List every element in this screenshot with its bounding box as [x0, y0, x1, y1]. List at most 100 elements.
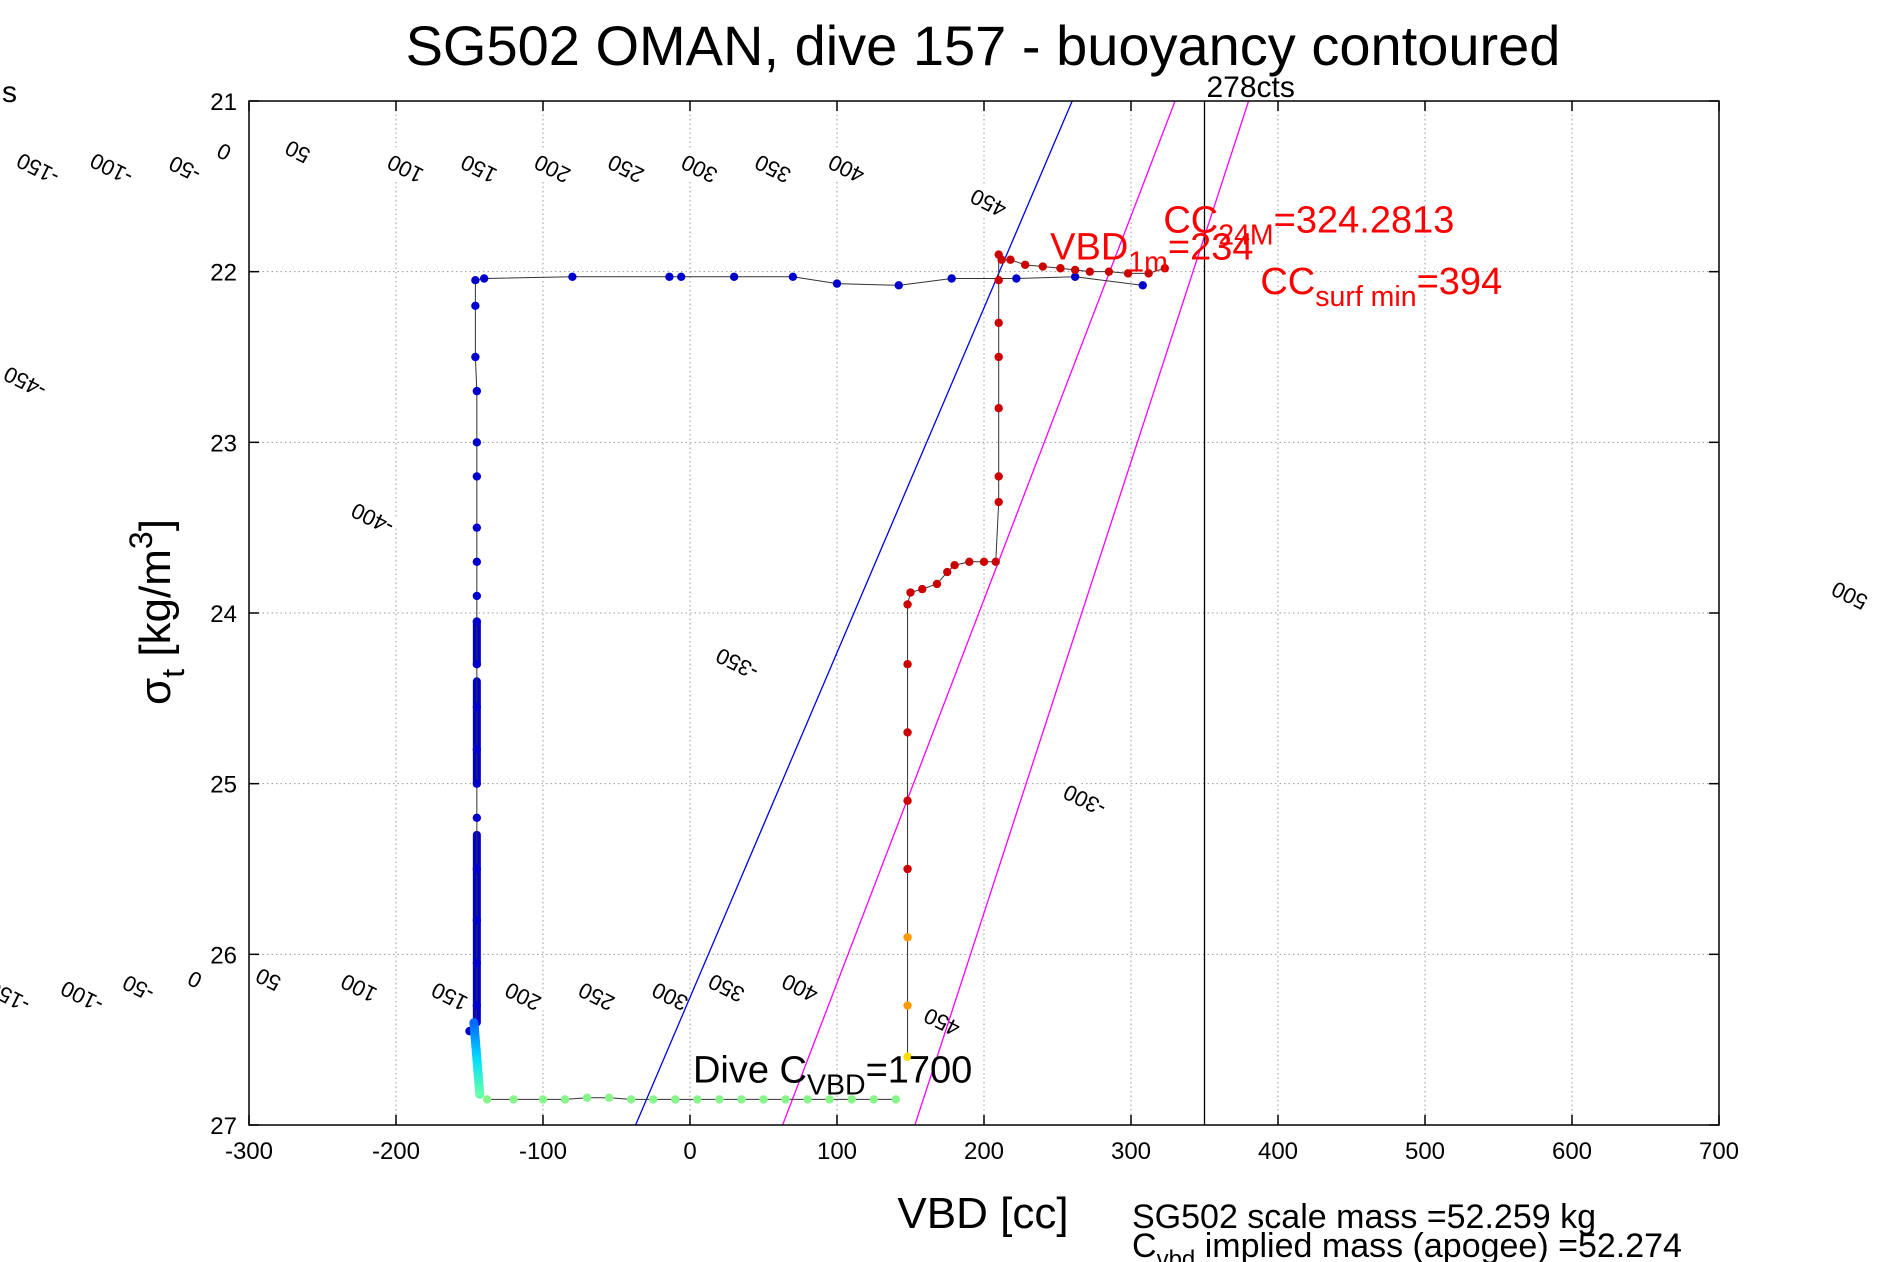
x-tick-label: 100 [817, 1138, 857, 1165]
contour-label-bg [196, 129, 252, 175]
y-axis-label-close: ] [131, 519, 180, 531]
data-point-climb [950, 561, 959, 570]
implied-mass-label: Cvbd implied mass (apogee) =52.274 [1132, 1227, 1682, 1262]
dive-cvbd-annotation-main: Dive C [693, 1049, 807, 1091]
implied-mass-main: C [1132, 1227, 1157, 1262]
data-point-climb [1085, 267, 1095, 276]
y-tick-label: 24 [210, 601, 237, 628]
y-tick-label: 25 [210, 772, 237, 799]
cc-annotation-value: =324.2813 [1274, 199, 1455, 241]
data-point-dive-descent [472, 617, 482, 626]
cc-surf-annotation: CCsurf min=394 [1260, 261, 1502, 313]
cc-surf-annotation-sub: surf min [1315, 281, 1416, 313]
x-axis-label: VBD [cc] [897, 1189, 1068, 1238]
contour-label-bg [772, 966, 827, 1011]
data-point-dive-bottom [693, 1095, 702, 1104]
data-point-climb [1144, 269, 1153, 278]
data-point-dive-descent [472, 660, 482, 669]
x-tick-label: 300 [1111, 1138, 1151, 1165]
plot-area: -500-450-400-350-300-250-200-150-100-500… [0, 71, 1877, 1165]
data-point-climb [997, 255, 1006, 264]
vbd-annotation-main: VBD [1050, 227, 1128, 269]
contour-label-bg [495, 974, 551, 1020]
data-point-dive-descent [788, 272, 798, 281]
data-point-climb [903, 600, 912, 609]
data-point-dive-bottom [482, 1095, 492, 1104]
series-line-climb [907, 252, 1165, 1057]
contour-label-bg [914, 1000, 969, 1045]
data-series [465, 250, 1170, 1104]
data-point-dive-bottom [560, 1095, 570, 1104]
data-point-dive-descent [472, 438, 482, 447]
y-tick-label: 22 [210, 260, 237, 287]
corner-label: s [2, 76, 17, 109]
x-tick-label: 200 [964, 1138, 1004, 1165]
contour-label: -150 [0, 976, 34, 1018]
contour-label-bg [270, 129, 325, 175]
data-point-dive-bottom [604, 1093, 614, 1102]
data-point-dive-descent [472, 745, 482, 754]
data-point-dive-descent [472, 864, 482, 874]
contour-label-bg [671, 146, 727, 192]
x-tick-label: 400 [1258, 1138, 1298, 1165]
data-point-climb [943, 567, 952, 577]
contour-label-bg [1822, 573, 1877, 619]
data-point-dive-descent [472, 557, 482, 566]
data-point-dive-descent [471, 276, 480, 285]
cc-surf-annotation-main: CC [1260, 261, 1315, 303]
data-point-dive-descent [894, 281, 903, 290]
data-point-dive-bottom [582, 1093, 592, 1102]
contour-label-bg [0, 360, 53, 405]
data-point-dive-descent [472, 813, 482, 822]
data-point-dive-descent [472, 386, 482, 396]
y-tick-label: 26 [210, 942, 237, 969]
data-point-dive-bottom [715, 1095, 724, 1104]
x-tick-label: 500 [1405, 1138, 1445, 1165]
data-point-climb [965, 557, 974, 566]
vertical-line-label: 278cts [1207, 71, 1295, 104]
data-point-dive-bottom [869, 1095, 878, 1104]
data-point-dive-descent [947, 274, 956, 283]
contour-label-bg [0, 974, 36, 1020]
y-tick-label: 21 [210, 89, 237, 116]
vbd-annotation-value: =234 [1168, 227, 1254, 269]
data-point-climb [932, 579, 942, 589]
contour-label-bg [344, 496, 400, 542]
x-tick-label: -300 [225, 1138, 273, 1165]
data-point-climb [918, 584, 927, 594]
data-point-climb [1160, 264, 1170, 273]
data-point-dive-descent [471, 352, 480, 362]
data-point-dive-bottom [649, 1095, 658, 1104]
data-point-dive-descent [1138, 281, 1147, 290]
data-point-climb [994, 472, 1003, 481]
reference-line-magenta-2 [914, 101, 1250, 1125]
data-point-climb [1006, 255, 1015, 264]
contour-label-bg [54, 974, 110, 1020]
cc-annotation-main: CC [1163, 199, 1218, 241]
data-point-climb [906, 588, 915, 597]
data-point-dive-descent [472, 591, 482, 601]
data-point-climb [903, 796, 912, 805]
cc-surf-annotation-value: =394 [1417, 261, 1503, 303]
y-axis-label: σt [kg/m3] [123, 519, 191, 705]
x-tick-label: 0 [683, 1138, 696, 1165]
dense-segment-dive-transition [469, 1018, 485, 1099]
contour-label-bg [1057, 778, 1112, 824]
data-point-climb [1123, 269, 1133, 278]
y-axis-label-main: σ [131, 678, 180, 705]
data-point-dive-bottom [671, 1095, 680, 1104]
dive-cvbd-annotation-sub: VBD [807, 1069, 866, 1101]
contour-label-bg [157, 146, 212, 192]
contour-label-bg [110, 966, 166, 1011]
contour-label-bg [698, 966, 754, 1011]
x-tick-label: -100 [519, 1138, 567, 1165]
dive-cvbd-annotation: Dive CVBD=1700 [693, 1049, 972, 1101]
data-point-dive-bottom [759, 1095, 768, 1104]
contour-label-bg [167, 957, 222, 1003]
y-axis-label-sub: t [155, 669, 191, 678]
contour-label-bg [83, 146, 139, 192]
vertical-marker: 278cts [1203, 71, 1295, 1125]
data-point-climb [994, 352, 1003, 362]
data-point-dive-bottom [803, 1095, 812, 1104]
data-point-dive-descent [832, 279, 842, 288]
